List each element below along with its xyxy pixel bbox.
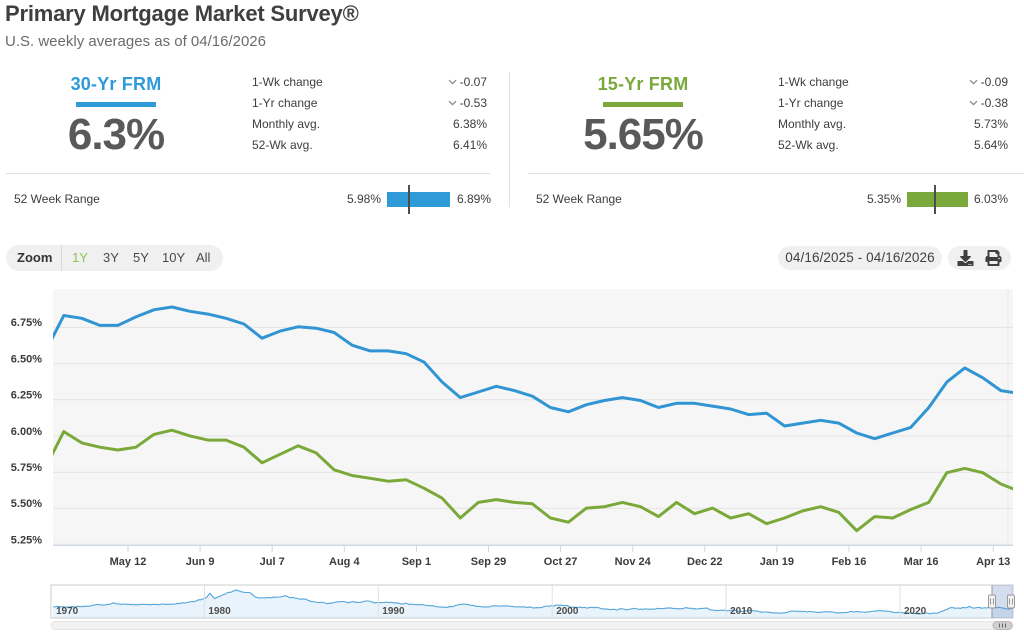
svg-text:Aug 4: Aug 4 [329, 556, 360, 568]
svg-text:5.75%: 5.75% [11, 462, 42, 474]
svg-text:Jun 9: Jun 9 [186, 556, 215, 568]
svg-text:Nov 24: Nov 24 [615, 556, 652, 568]
svg-text:6.25%: 6.25% [11, 390, 42, 402]
svg-text:1980: 1980 [208, 606, 231, 617]
svg-text:1990: 1990 [382, 606, 405, 617]
svg-text:2000: 2000 [556, 606, 579, 617]
svg-text:Dec 22: Dec 22 [687, 556, 722, 568]
svg-text:6.00%: 6.00% [11, 426, 42, 438]
svg-text:Mar 16: Mar 16 [904, 556, 939, 568]
svg-text:Feb 16: Feb 16 [832, 556, 867, 568]
svg-text:Jan 19: Jan 19 [760, 556, 794, 568]
svg-text:Sep 29: Sep 29 [471, 556, 506, 568]
svg-text:Sep 1: Sep 1 [402, 556, 431, 568]
svg-text:1970: 1970 [56, 606, 79, 617]
svg-text:2010: 2010 [730, 606, 753, 617]
svg-text:May 12: May 12 [110, 556, 147, 568]
svg-text:Apr 13: Apr 13 [976, 556, 1010, 568]
svg-text:6.75%: 6.75% [11, 317, 42, 329]
svg-text:2020: 2020 [904, 606, 927, 617]
svg-text:Jul 7: Jul 7 [260, 556, 285, 568]
svg-text:5.25%: 5.25% [11, 534, 42, 546]
svg-text:6.50%: 6.50% [11, 353, 42, 365]
svg-text:5.50%: 5.50% [11, 498, 42, 510]
svg-text:Oct 27: Oct 27 [544, 556, 578, 568]
